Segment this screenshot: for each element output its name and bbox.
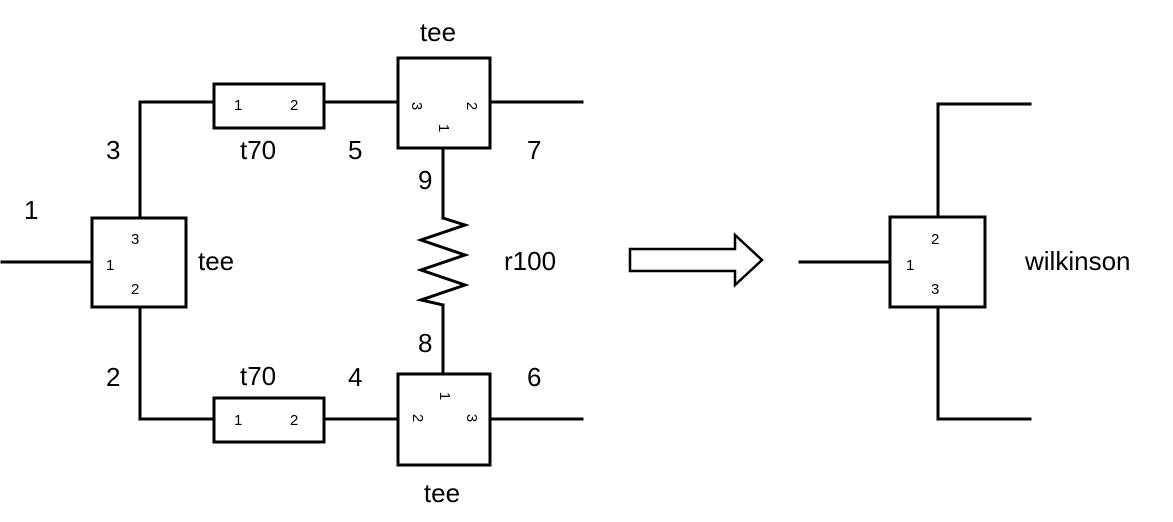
tee-left: 1 3 2 tee xyxy=(90,216,234,309)
tee-bottom-port-2: 2 xyxy=(409,414,426,422)
t70-top-port-1: 1 xyxy=(234,97,242,114)
wire-net-3 xyxy=(138,100,216,220)
right-arrow-icon xyxy=(628,232,764,288)
wires xyxy=(0,100,584,421)
wilkinson-port-1: 1 xyxy=(906,257,914,274)
t70-top-box xyxy=(212,82,326,130)
tee-top-port-2: 2 xyxy=(463,102,480,110)
tee-bottom-port-1: 1 xyxy=(436,392,453,400)
tee-top-port-1: 1 xyxy=(435,124,452,132)
tee-top-label: tee xyxy=(420,17,456,47)
net-label-9: 9 xyxy=(418,165,432,195)
resistor-label: r100 xyxy=(504,246,556,276)
net-labels: 1 3 2 5 4 7 6 9 8 xyxy=(24,135,541,392)
tee-bottom-port-3: 3 xyxy=(463,414,480,422)
tee-top-port-3: 3 xyxy=(408,102,425,110)
t70-bottom-port-1: 1 xyxy=(234,412,242,429)
tee-left-port-1: 1 xyxy=(106,257,114,274)
tee-left-port-3: 3 xyxy=(131,231,139,248)
tee-left-port-2: 2 xyxy=(131,281,139,298)
net-label-3: 3 xyxy=(106,135,120,165)
net-label-7: 7 xyxy=(527,135,541,165)
t70-bottom-box xyxy=(212,396,326,444)
net-label-5: 5 xyxy=(348,135,362,165)
net-label-1: 1 xyxy=(24,195,38,225)
net-label-8: 8 xyxy=(418,328,432,358)
t70-top: 1 2 t70 xyxy=(212,82,326,165)
tee-bottom: 1 2 3 tee xyxy=(396,372,492,508)
tee-left-label: tee xyxy=(198,246,234,276)
tee-top-box xyxy=(396,56,492,150)
wilkinson-port-3: 3 xyxy=(931,281,939,298)
net-label-4: 4 xyxy=(348,362,362,392)
tee-bottom-box xyxy=(396,372,492,467)
t70-top-label: t70 xyxy=(240,135,276,165)
t70-bottom-port-2: 2 xyxy=(290,412,298,429)
wilkinson-box xyxy=(888,215,987,309)
wilkinson-port-2: 2 xyxy=(931,231,939,248)
wilkinson-wire-out-top xyxy=(936,102,1032,219)
t70-top-port-2: 2 xyxy=(290,97,298,114)
wilkinson-label: wilkinson xyxy=(1024,246,1131,276)
resistor-symbol xyxy=(415,216,470,307)
wire-net-2 xyxy=(138,305,216,421)
tee-bottom-label: tee xyxy=(424,478,460,508)
t70-bottom-label: t70 xyxy=(240,361,276,391)
wilkinson-wire-out-bottom xyxy=(936,305,1032,421)
tee-top: 3 2 1 tee xyxy=(396,17,492,150)
net-label-6: 6 xyxy=(527,362,541,392)
t70-bottom: 1 2 t70 xyxy=(212,361,326,444)
wilkinson: 1 2 3 wilkinson xyxy=(798,102,1131,421)
tee-left-box xyxy=(90,216,188,309)
net-label-2: 2 xyxy=(106,362,120,392)
